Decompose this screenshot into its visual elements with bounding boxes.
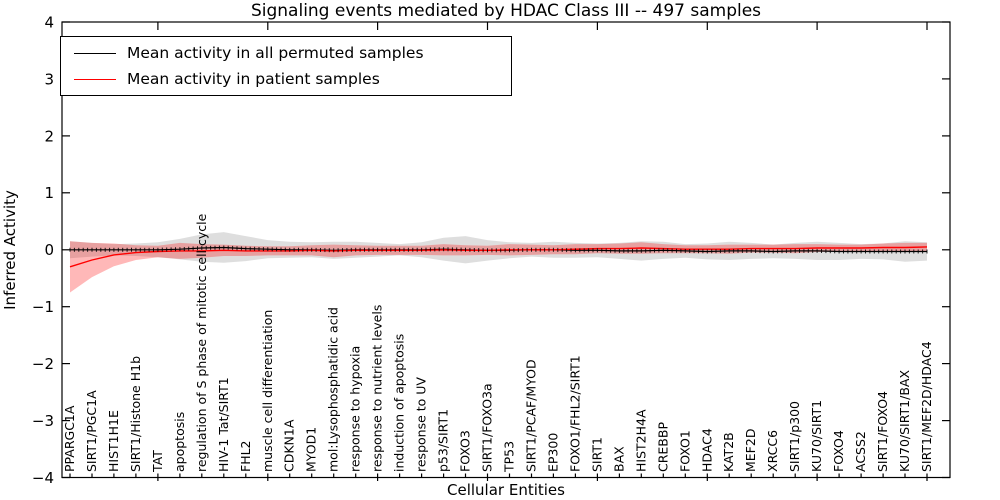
entity-label: MYOD1: [304, 427, 319, 472]
entity-label: BAX: [611, 446, 626, 472]
entity-label: FHL2: [238, 440, 253, 472]
y-axis-label: Inferred Activity: [1, 190, 19, 310]
entity-label: PPARGC1A: [62, 405, 77, 472]
y-tick-label: 4: [44, 13, 54, 31]
entity-label: HDAC4: [699, 428, 714, 472]
entity-label: SIRT1/FOXO3a: [480, 383, 495, 472]
entity-label: SIRT1/FOXO4: [875, 391, 890, 472]
entity-label: TAT: [150, 450, 165, 473]
entity-label: SIRT1: [589, 437, 604, 472]
entity-label: response to UV: [414, 377, 429, 472]
entity-label: MEF2D: [743, 429, 758, 472]
x-axis-label: Cellular Entities: [447, 481, 565, 499]
entity-label: induction of apoptosis: [392, 334, 407, 472]
patient-std-band: [70, 241, 927, 293]
entity-label: KAT2B: [721, 432, 736, 472]
entity-label: CDKN1A: [282, 419, 297, 472]
legend-black-line-swatch: [74, 52, 116, 54]
y-tick-label: 3: [44, 70, 54, 88]
entity-label: p53/SIRT1: [436, 409, 451, 472]
legend-item-patient: Mean activity in patient samples: [61, 67, 511, 92]
entity-label: FOXO1: [677, 430, 692, 472]
entity-label: KU70/SIRT1/BAX: [897, 370, 912, 472]
y-tick-label: −1: [32, 298, 54, 316]
entity-label: TP53: [502, 441, 517, 473]
legend-red-line-swatch: [74, 78, 116, 80]
patient-mean-line: [69, 246, 928, 268]
entity-label: SIRT1/p300: [787, 401, 802, 472]
entity-label: SIRT1/Histone H1b: [128, 356, 143, 472]
entity-label: HIV-1 Tat/SIRT1: [216, 377, 231, 472]
entity-label: response to hypoxia: [348, 346, 363, 472]
legend-label-permuted: Mean activity in all permuted samples: [127, 44, 424, 62]
entity-label: EP300: [545, 433, 560, 472]
entity-tick-labels: PPARGC1A SIRT1/PGC1A HIST1H1E SIRT1/Histone…: [62, 213, 934, 473]
entity-label: SIRT1/PCAF/MYOD: [524, 359, 539, 472]
entity-label: SIRT1/MEF2D/HDAC4: [919, 341, 934, 472]
legend: Mean activity in all permuted samples Me…: [60, 36, 512, 96]
entity-label: HIST2H4A: [633, 409, 648, 472]
entity-label: CREBBP: [655, 422, 670, 472]
permuted-sample-tick-markers: [69, 245, 928, 254]
entity-label: ACSS2: [853, 431, 868, 472]
entity-label: mol:Lysophosphatidic acid: [326, 307, 341, 472]
entity-label: response to nutrient levels: [370, 305, 385, 472]
entity-label: HIST1H1E: [106, 410, 121, 472]
entity-label: apoptosis: [172, 412, 187, 472]
y-tick-label: −2: [32, 355, 54, 373]
plot-area: −4 −3 −2 −1 0 1 2 3 4 PPARGC1A SIRT1/PGC1A HIST1H1E…: [32, 13, 951, 487]
entity-label: XRCC6: [765, 430, 780, 472]
legend-label-patient: Mean activity in patient samples: [127, 70, 380, 88]
y-tick-label: −4: [32, 469, 54, 487]
legend-item-permuted: Mean activity in all permuted samples: [61, 41, 511, 66]
x-axis-ticks: [69, 22, 928, 481]
entity-label: FOXO1/FHL2/SIRT1: [567, 355, 582, 472]
chart-title: Signaling events mediated by HDAC Class …: [251, 1, 761, 21]
entity-label: FOXO3: [458, 430, 473, 472]
entity-label: KU70/SIRT1: [809, 400, 824, 472]
entity-label: regulation of S phase of mitotic cell cy…: [194, 213, 209, 472]
permuted-std-band: [70, 232, 927, 264]
entity-label: FOXO4: [831, 430, 846, 472]
entity-label: SIRT1/PGC1A: [84, 390, 99, 472]
y-axis-tick-labels: −4 −3 −2 −1 0 1 2 3 4: [32, 13, 54, 487]
y-tick-label: 0: [44, 241, 54, 259]
y-tick-label: 1: [44, 184, 54, 202]
y-tick-label: −3: [32, 412, 54, 430]
y-tick-label: 2: [44, 127, 54, 145]
entity-label: muscle cell differentiation: [260, 310, 275, 472]
